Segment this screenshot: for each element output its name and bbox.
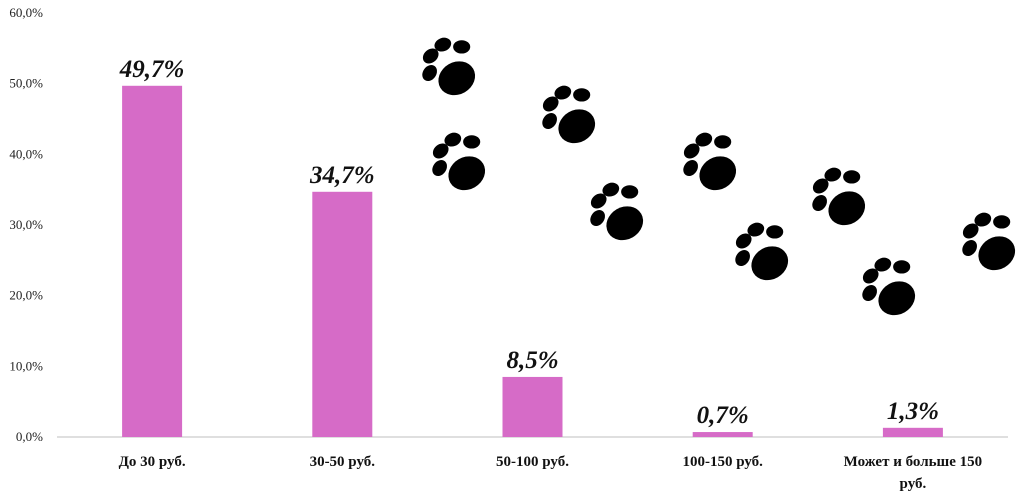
data-label: 1,3% [887, 398, 939, 425]
bar [882, 427, 943, 437]
category-label: 30-50 руб. [310, 454, 376, 470]
y-tick-label: 30,0% [9, 217, 43, 232]
paw-print-icon [407, 24, 492, 108]
paw-print-icon [720, 209, 805, 293]
y-axis-ticks: 0,0% 10,0% 20,0% 30,0% 40,0% 50,0% 60,0% [9, 5, 43, 444]
bar [122, 85, 183, 437]
bar [502, 376, 563, 437]
category-label: 100-150 руб. [682, 454, 763, 470]
category-label: До 30 руб. [119, 454, 186, 470]
bar [692, 432, 753, 437]
paw-print-icon [947, 199, 1024, 283]
data-labels: 49,7% 34,7% 8,5% 0,7% 1,3% [119, 56, 939, 429]
y-tick-label: 0,0% [16, 429, 43, 444]
paw-print-icon [847, 244, 932, 328]
paw-print-icon [417, 119, 502, 203]
bar [312, 191, 373, 437]
paw-print-icon [797, 154, 882, 238]
y-tick-label: 20,0% [9, 288, 43, 303]
y-tick-label: 40,0% [9, 146, 43, 161]
paw-print-icon [527, 72, 612, 156]
paw-decorations [407, 24, 1024, 328]
y-tick-label: 60,0% [9, 5, 43, 20]
category-label: 50-100 руб. [496, 454, 569, 470]
paw-print-icon [668, 119, 753, 203]
y-tick-label: 50,0% [9, 76, 43, 91]
y-tick-label: 10,0% [9, 358, 43, 373]
data-label: 34,7% [309, 162, 375, 189]
data-label: 0,7% [697, 402, 749, 429]
paw-print-icon [575, 169, 660, 253]
category-label: Может и больше 150 руб. [844, 454, 982, 492]
category-labels: До 30 руб. 30-50 руб. 50-100 руб. 100-150 р… [119, 454, 983, 492]
data-label: 8,5% [506, 347, 558, 374]
data-label: 49,7% [119, 56, 185, 83]
bars [122, 85, 943, 437]
